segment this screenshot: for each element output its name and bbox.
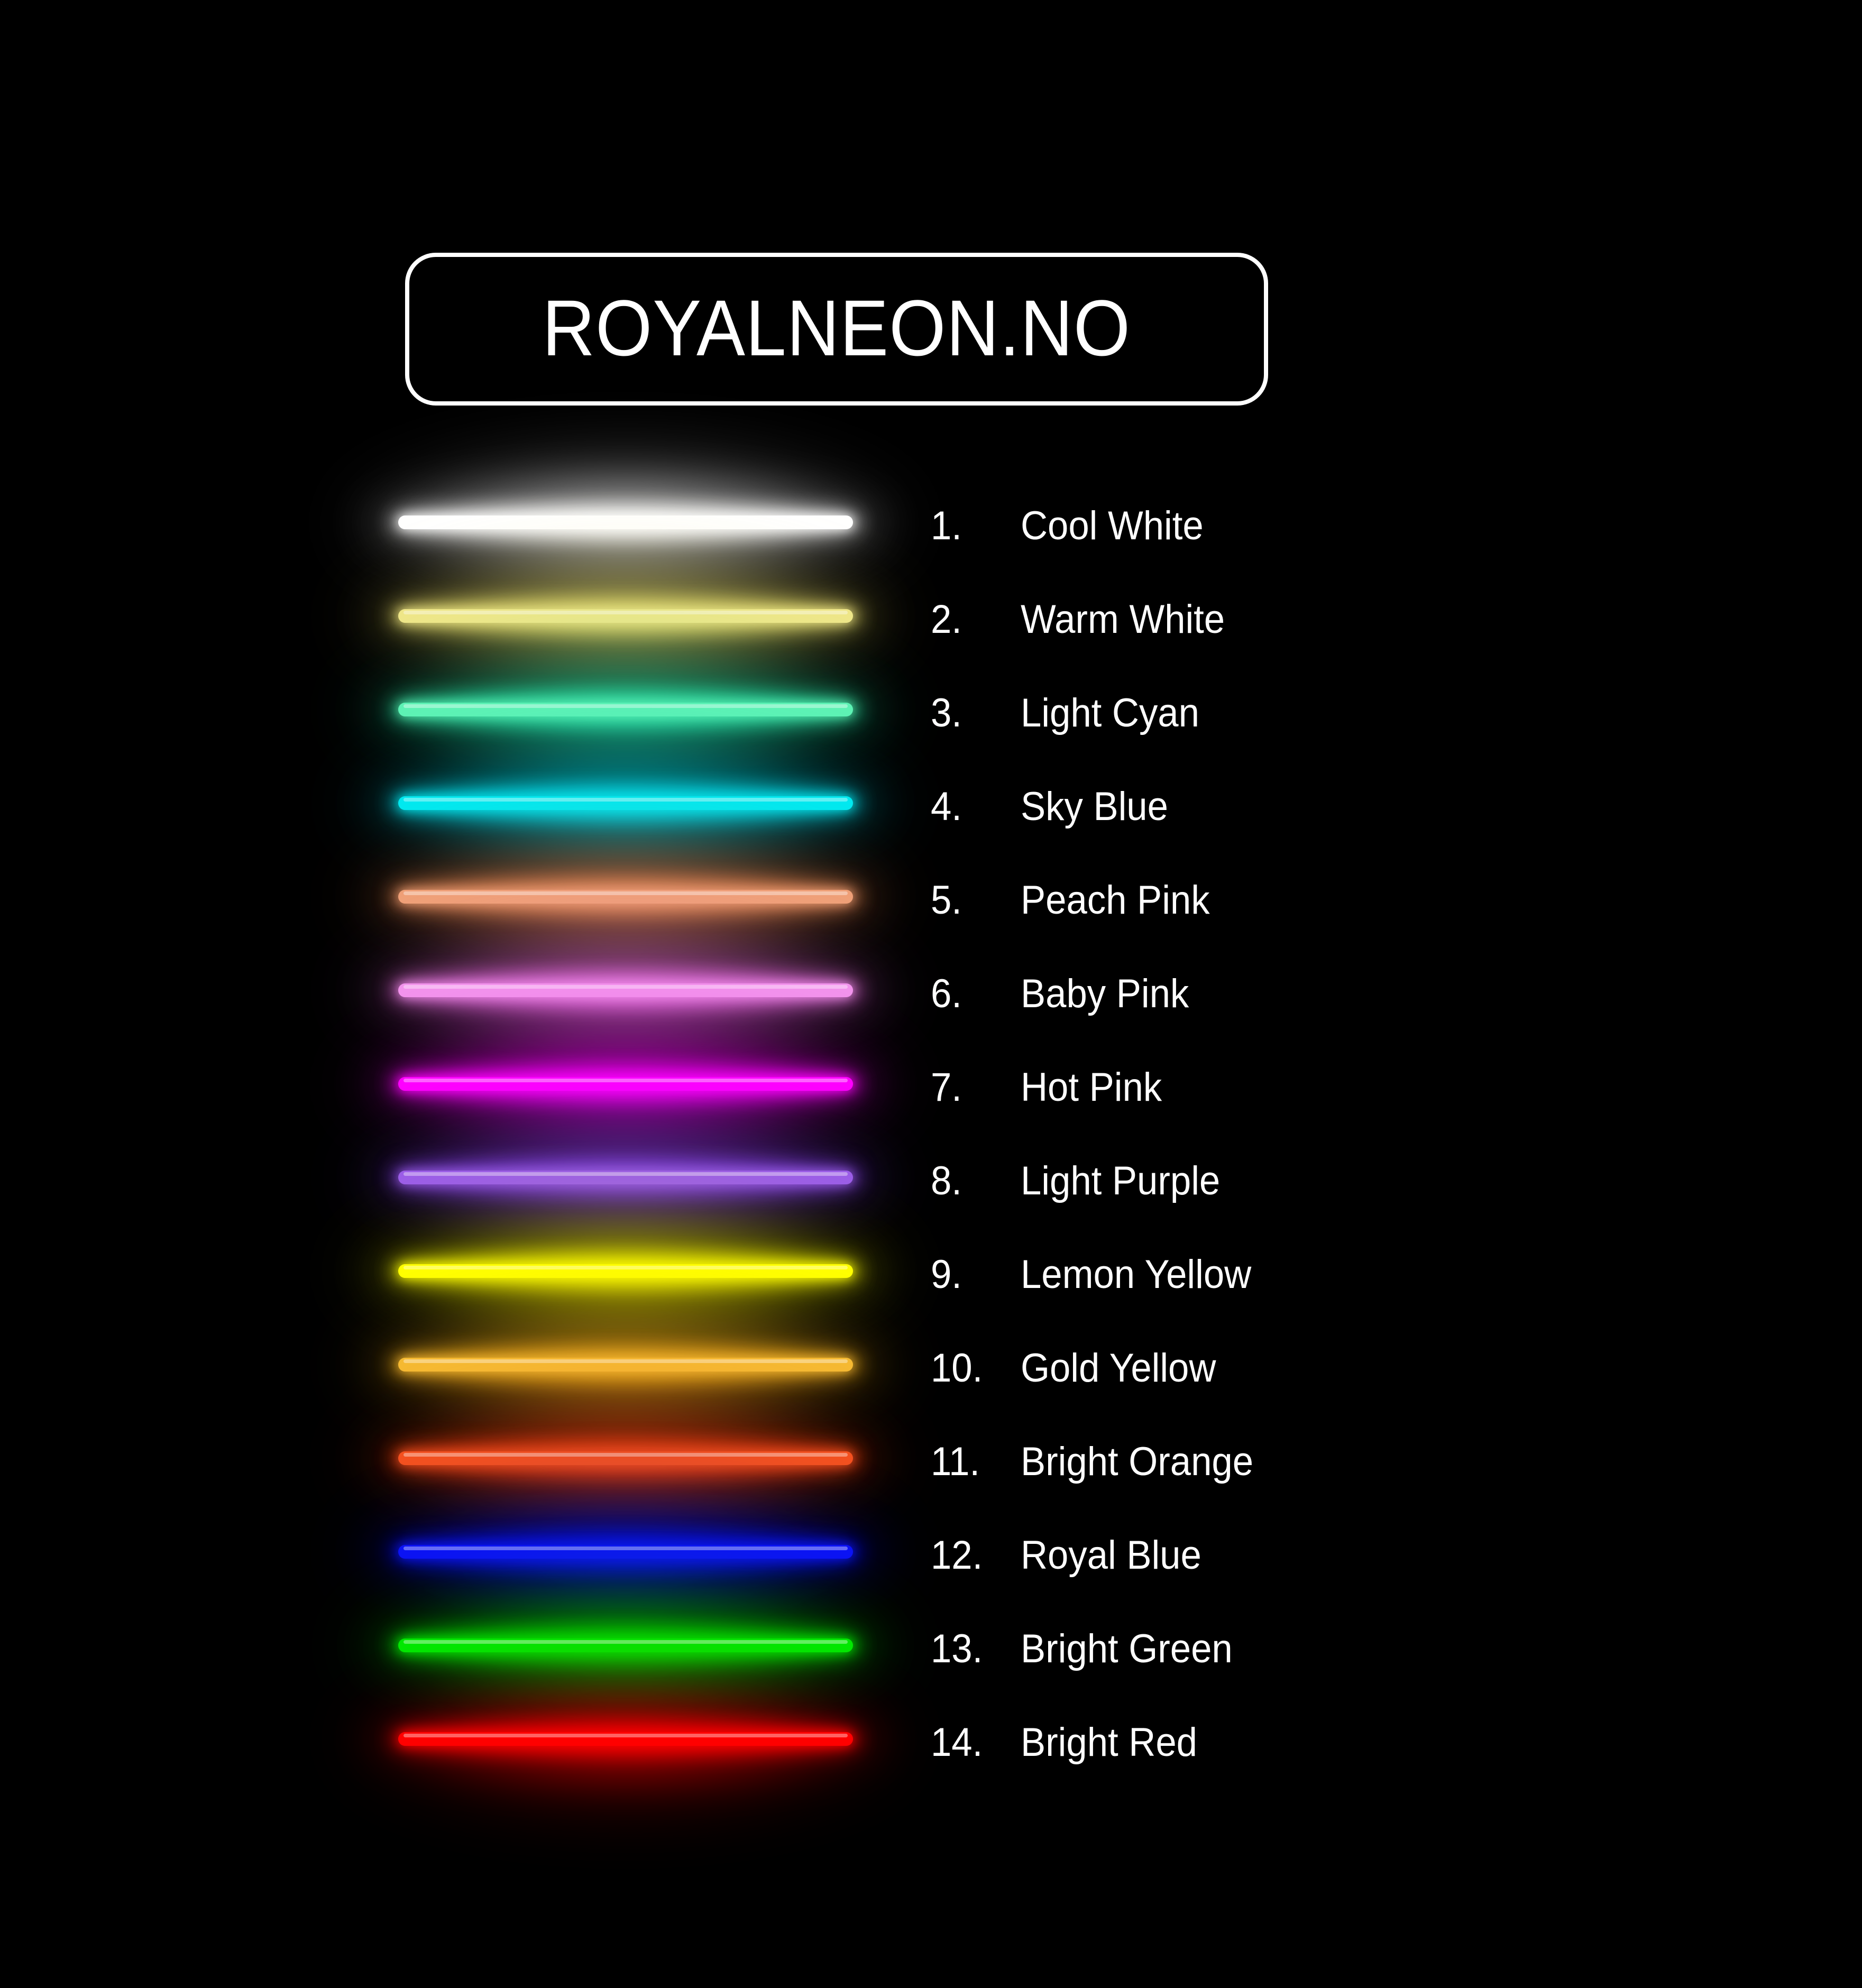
legend-label: Cool White: [1021, 503, 1204, 548]
legend-label: Light Purple: [1021, 1158, 1221, 1203]
legend-index: 13.: [931, 1626, 983, 1671]
legend-label: Warm White: [1021, 597, 1225, 642]
neon-tube: [398, 609, 853, 623]
neon-swatch-4[interactable]: [328, 717, 923, 889]
legend-label: Peach Pink: [1021, 878, 1210, 923]
legend-index: 4.: [931, 784, 962, 829]
neon-swatch-10[interactable]: [328, 1278, 923, 1451]
legend-row-6[interactable]: 6. Baby Pink: [931, 970, 1201, 1018]
legend-index: 12.: [931, 1533, 983, 1578]
legend-index: 7.: [931, 1065, 962, 1110]
neon-tube: [398, 703, 853, 716]
colour-legend-list: 1. Cool White 2. Warm White 3. Light Cyan 4. Sk…: [931, 0, 1724, 1988]
legend-row-13[interactable]: 13. Bright Green: [931, 1625, 1249, 1673]
legend-label: Hot Pink: [1021, 1065, 1162, 1110]
legend-index: 5.: [931, 878, 962, 923]
neon-tube: [398, 1077, 853, 1091]
legend-label: Bright Green: [1021, 1626, 1233, 1671]
neon-swatch-12[interactable]: [328, 1466, 923, 1638]
legend-label: Gold Yellow: [1021, 1346, 1216, 1391]
legend-row-10[interactable]: 10. Gold Yellow: [931, 1345, 1231, 1392]
neon-swatch-2[interactable]: [328, 530, 923, 702]
legend-row-8[interactable]: 8. Light Purple: [931, 1157, 1235, 1205]
legend-label: Bright Red: [1021, 1720, 1197, 1765]
legend-index: 8.: [931, 1158, 962, 1203]
legend-row-9[interactable]: 9. Lemon Yellow: [931, 1251, 1269, 1299]
neon-tube: [398, 516, 853, 529]
neon-tube: [398, 1171, 853, 1184]
legend-index: 3.: [931, 691, 962, 735]
page-title: ROYALNEON.NO: [542, 283, 1131, 372]
neon-swatch-11[interactable]: [328, 1372, 923, 1544]
neon-tube: [398, 983, 853, 997]
neon-tube: [398, 1545, 853, 1559]
legend-index: 1.: [931, 503, 962, 548]
legend-label: Baby Pink: [1021, 971, 1189, 1016]
legend-index: 10.: [931, 1346, 983, 1391]
legend-row-4[interactable]: 4. Sky Blue: [931, 783, 1179, 831]
legend-index: 11.: [931, 1439, 980, 1484]
legend-row-14[interactable]: 14. Bright Red: [931, 1719, 1210, 1766]
legend-index: 6.: [931, 971, 962, 1016]
neon-tube: [398, 1358, 853, 1372]
legend-label: Lemon Yellow: [1021, 1252, 1252, 1297]
neon-swatch-1[interactable]: [328, 436, 923, 609]
neon-swatch-6[interactable]: [328, 904, 923, 1076]
legend-label: Bright Orange: [1021, 1439, 1254, 1484]
legend-label: Royal Blue: [1021, 1533, 1201, 1578]
brand-title-frame: ROYALNEON.NO: [405, 253, 1268, 406]
neon-swatch-7[interactable]: [328, 998, 923, 1170]
neon-swatch-3[interactable]: [328, 623, 923, 796]
neon-tube: [398, 1639, 853, 1652]
legend-row-11[interactable]: 11. Bright Orange: [931, 1438, 1271, 1486]
legend-row-1[interactable]: 1. Cool White: [931, 502, 1217, 550]
legend-index: 9.: [931, 1252, 962, 1297]
legend-index: 14.: [931, 1720, 983, 1765]
legend-index: 2.: [931, 597, 962, 642]
neon-swatch-column: [328, 436, 923, 1825]
neon-swatch-5[interactable]: [328, 811, 923, 983]
legend-label: Sky Blue: [1021, 784, 1168, 829]
neon-tube: [398, 1451, 853, 1465]
neon-swatch-14[interactable]: [328, 1653, 923, 1825]
legend-row-7[interactable]: 7. Hot Pink: [931, 1064, 1172, 1111]
legend-row-12[interactable]: 12. Royal Blue: [931, 1532, 1215, 1579]
legend-label: Light Cyan: [1021, 691, 1199, 735]
neon-swatch-13[interactable]: [328, 1559, 923, 1732]
neon-swatch-8[interactable]: [328, 1091, 923, 1264]
neon-tube: [398, 890, 853, 904]
legend-row-2[interactable]: 2. Warm White: [931, 596, 1240, 643]
neon-tube: [398, 796, 853, 810]
neon-swatch-9[interactable]: [328, 1185, 923, 1357]
neon-tube: [398, 1732, 853, 1746]
neon-tube: [398, 1264, 853, 1278]
legend-row-5[interactable]: 5. Peach Pink: [931, 877, 1224, 924]
legend-row-3[interactable]: 3. Light Cyan: [931, 689, 1213, 737]
